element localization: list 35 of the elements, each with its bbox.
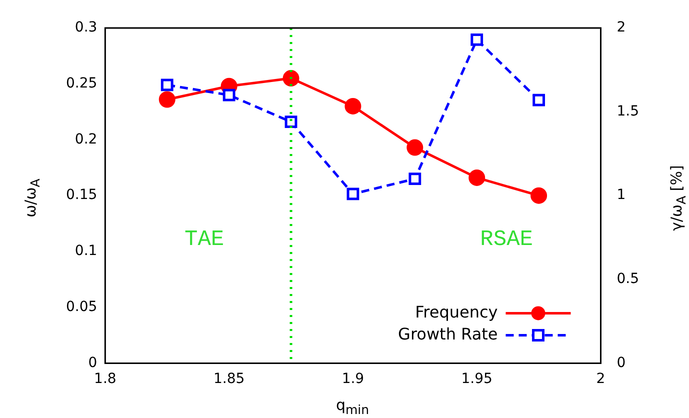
y-tick-label: 0.2 (74, 131, 98, 148)
point (408, 172, 422, 186)
x-tick-label: 2 (596, 371, 606, 388)
y2-tick-label: 0 (616, 354, 626, 371)
point (344, 98, 362, 114)
point (222, 88, 236, 102)
point (532, 94, 545, 106)
x-tick-label: 1.9 (342, 371, 364, 388)
y2-tick-label: 1 (616, 187, 626, 204)
y-tick-label: 0.3 (74, 20, 98, 36)
legend-label: Growth Rate (398, 324, 498, 344)
point (406, 139, 424, 156)
point (282, 70, 300, 87)
y-tick-label: 0 (88, 354, 98, 371)
x-tick-label: 1.95 (461, 371, 492, 388)
legend-label: Frequency (415, 302, 498, 322)
y-tick-label: 0.15 (66, 187, 98, 204)
y2-tick-label: 0.5 (616, 271, 639, 288)
point (158, 91, 176, 108)
y-tick-label: 0.1 (74, 243, 98, 260)
point (468, 169, 486, 186)
point (470, 34, 484, 46)
x-tick-label: 1.85 (213, 371, 245, 388)
y2-tick-label: 2 (616, 20, 626, 36)
x-axis-title: q$_{min}$ (334, 396, 370, 417)
point (284, 116, 298, 128)
annotation: TAE (184, 227, 224, 252)
point (530, 187, 548, 204)
y-tick-label: 0.25 (66, 76, 98, 92)
annotation: RSAE (480, 227, 533, 252)
x-tick-label: 1.8 (94, 371, 116, 388)
y2-tick-label: 1.5 (616, 103, 639, 120)
y-tick-label: 0.05 (66, 298, 98, 315)
point (160, 78, 174, 92)
point (346, 188, 360, 200)
